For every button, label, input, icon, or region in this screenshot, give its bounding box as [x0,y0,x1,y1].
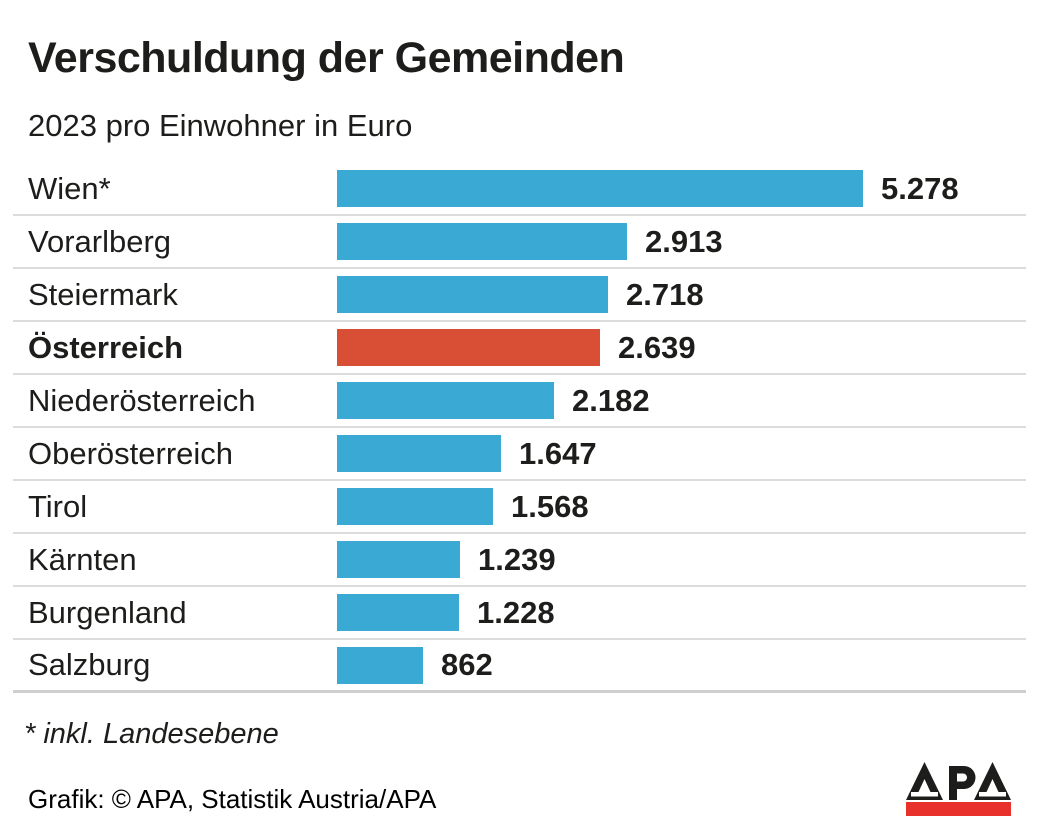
chart-row: Wien* 5.278 [13,163,1026,216]
category-label: Burgenland [28,594,187,630]
category-label: Wien* [28,170,111,206]
category-label: Kärnten [28,541,137,577]
bar [337,329,600,366]
value-label: 5.278 [881,170,959,206]
bar [337,170,863,207]
value-label: 862 [441,647,493,682]
chart-row: Österreich 2.639 [13,322,1026,375]
bar [337,541,460,578]
value-label: 2.913 [645,223,723,259]
bar [337,276,608,313]
bar [337,435,501,472]
value-label: 2.639 [618,329,696,365]
category-label: Vorarlberg [28,223,172,259]
value-label: 1.568 [511,488,589,524]
value-label: 2.718 [626,276,704,312]
chart-row: Oberösterreich 1.647 [13,428,1026,481]
chart-row: Tirol 1.568 [13,481,1026,534]
footnote: * inkl. Landesebene [24,718,279,750]
credit-text: Grafik: © APA, Statistik Austria/APA [28,784,437,814]
chart-row: Vorarlberg 2.913 [13,216,1026,269]
value-label: 1.228 [477,594,555,630]
chart-row: Steiermark 2.718 [13,269,1026,322]
category-label: Steiermark [28,276,178,312]
bar [337,382,554,419]
chart-row: Salzburg 862 [13,640,1026,693]
bar [337,646,423,684]
category-label: Oberösterreich [28,435,234,471]
bar [337,488,493,525]
chart-row: Niederösterreich 2.182 [13,375,1026,428]
chart-row: Kärnten 1.239 [13,534,1026,587]
bar [337,223,627,260]
value-label: 1.239 [478,541,556,577]
category-label: Österreich [28,329,184,365]
chart-row: Burgenland 1.228 [13,587,1026,640]
page-title: Verschuldung der Gemeinden [28,34,625,82]
category-label: Salzburg [28,647,151,682]
apa-logo-graphic [906,762,1011,816]
value-label: 1.647 [519,435,597,471]
category-label: Niederösterreich [28,382,256,418]
apa-logo [905,760,1013,818]
category-label: Tirol [28,488,88,524]
value-label: 2.182 [572,382,650,418]
chart-subtitle: 2023 pro Einwohner in Euro [28,108,413,143]
bar [337,594,459,631]
bar-chart: Wien* 5.278 Vorarlberg 2.913 Steiermark … [13,163,1026,693]
